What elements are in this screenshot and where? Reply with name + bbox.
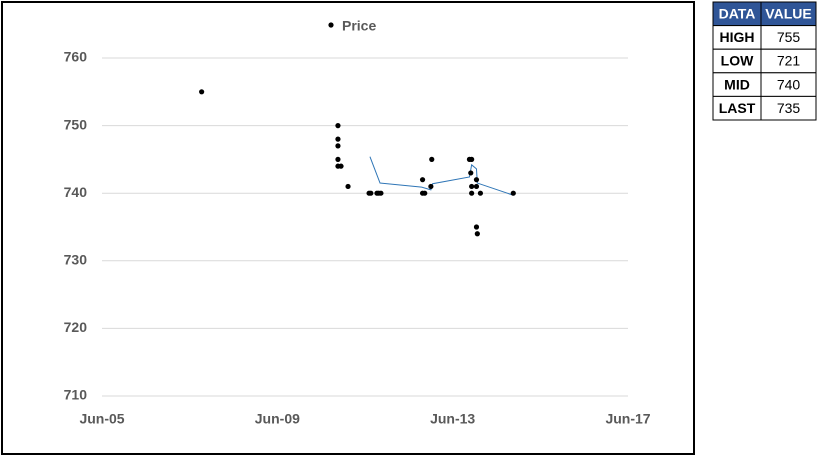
- header-text: DATA: [719, 6, 756, 22]
- y-tick-label: 750: [64, 116, 88, 132]
- header-text: VALUE: [765, 6, 811, 22]
- point: [473, 183, 480, 190]
- point: [378, 190, 384, 196]
- point: [422, 190, 428, 196]
- point: [335, 136, 341, 142]
- point: [429, 156, 435, 162]
- x-tick-label: Jun-09: [255, 411, 300, 427]
- point: [419, 177, 426, 183]
- legend-marker: [328, 22, 334, 28]
- point: [428, 183, 434, 190]
- cell-value: 735: [777, 100, 801, 116]
- table-cell: [760, 95, 817, 121]
- x-tick-label: Jun-05: [79, 411, 124, 427]
- point: [469, 156, 475, 162]
- y-tick-label: 730: [64, 252, 88, 268]
- cell-label: HIGH: [720, 29, 755, 45]
- point: [474, 231, 480, 237]
- point: [335, 123, 341, 129]
- point: [469, 183, 475, 190]
- point: [469, 190, 475, 196]
- y-tick-label: 710: [64, 387, 88, 403]
- y-tick-label: 720: [64, 319, 88, 335]
- point: [345, 183, 351, 190]
- legend-label: Price: [342, 18, 376, 34]
- cell-value: 740: [777, 76, 801, 92]
- y-tick-label: 760: [64, 49, 88, 65]
- y-tick-label: 740: [64, 184, 88, 200]
- cell-label: LAST: [719, 100, 756, 116]
- point: [335, 156, 341, 162]
- x-tick-label: Jun-13: [430, 411, 475, 427]
- cell-value: 721: [777, 53, 801, 69]
- point: [335, 143, 341, 149]
- x-tick-label: Jun-17: [605, 411, 650, 427]
- point: [510, 190, 516, 196]
- plot-area: 710 720 730 740 750 760 Jun-05 Jun-09 Jun-13 Jun-…: [64, 18, 651, 427]
- point: [477, 190, 484, 196]
- cell-label: LOW: [721, 53, 754, 69]
- summary-table: DATA VALUE HIGH 755 LOW 721 MID 740 LAST 735: [712, 1, 817, 121]
- cell-value: 755: [777, 29, 801, 45]
- chart-frame: [1, 1, 695, 455]
- point: [468, 170, 474, 176]
- point: [473, 177, 480, 183]
- point: [199, 89, 205, 95]
- cell-label: MID: [724, 76, 750, 92]
- point: [338, 163, 344, 169]
- point: [473, 224, 480, 230]
- point: [368, 190, 374, 196]
- trend-line: [369, 156, 514, 196]
